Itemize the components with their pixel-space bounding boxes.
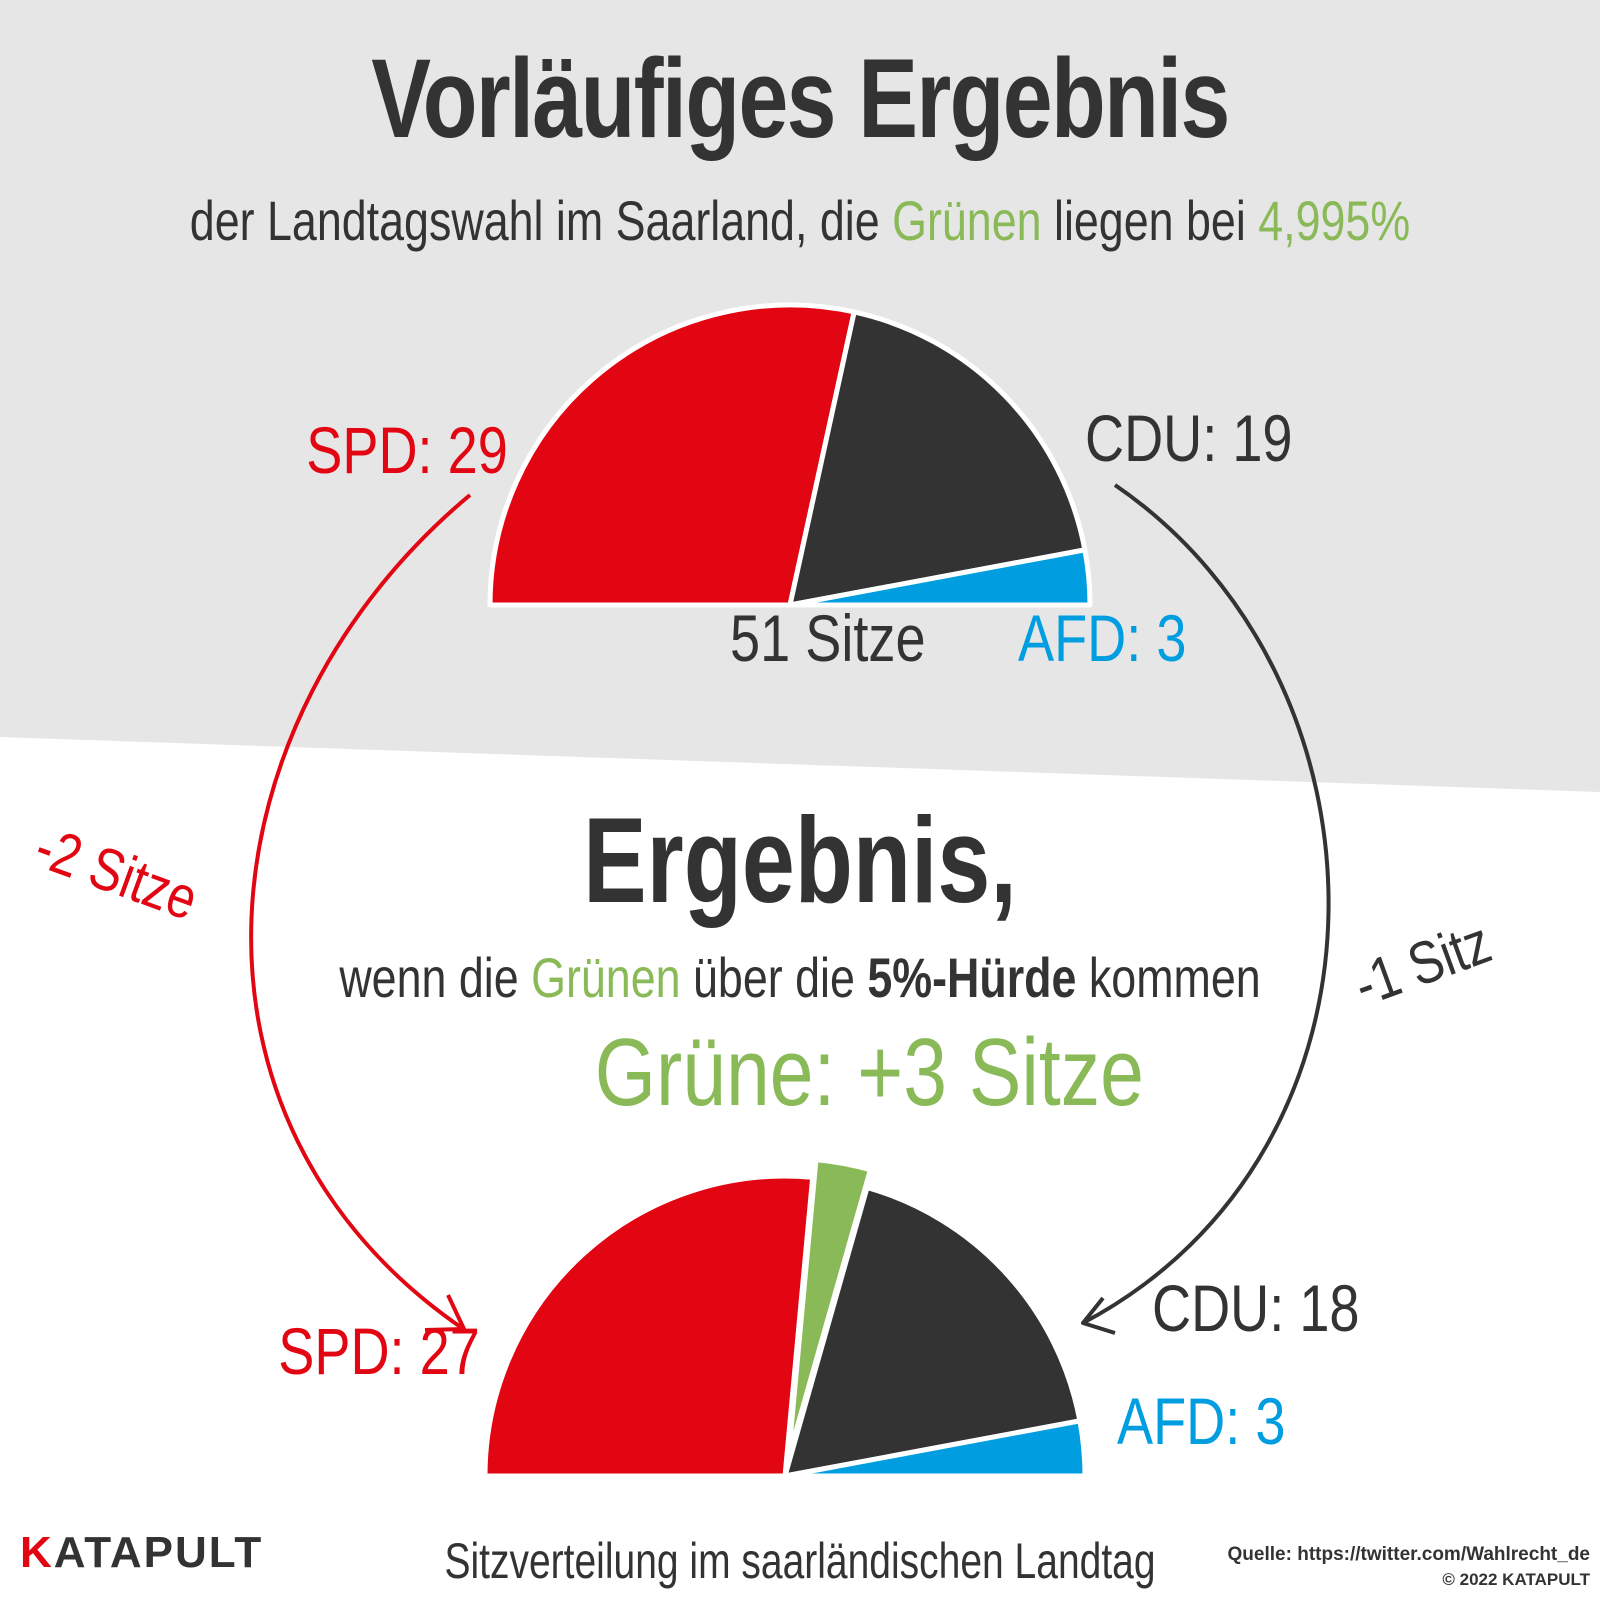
subtitle-percentage: 4,995% — [1258, 189, 1411, 252]
chart1-slice-afd — [787, 547, 1093, 608]
section2-subtitle-gruene: Grünen — [531, 946, 681, 1009]
page-subtitle: der Landtagswahl im Saarland, die Grünen… — [160, 188, 1440, 253]
cdu-change-arrow — [1082, 483, 1331, 1325]
chart2-spd-label: SPD: 27 — [278, 1314, 480, 1388]
logo-k: K — [20, 1528, 54, 1577]
section2-subtitle-end: kommen — [1076, 946, 1261, 1009]
section2-subtitle-threshold: 5%-Hürde — [867, 946, 1077, 1009]
section2-title: Ergebnis, — [583, 792, 1017, 928]
subtitle-gruene: Grünen — [892, 189, 1042, 252]
chart2-slice-cdu — [782, 1184, 1083, 1479]
chart2-afd-label: AFD: 3 — [1117, 1384, 1286, 1458]
spd-change-arrow — [249, 493, 472, 1330]
chart1-slice-cdu — [787, 309, 1088, 608]
section2-subtitle-text: wenn die — [339, 946, 532, 1009]
seat-chart-hypothetical — [482, 1157, 1088, 1479]
subtitle-mid: liegen bei — [1041, 189, 1259, 252]
chart2-cdu-label: CDU: 18 — [1152, 1271, 1360, 1345]
source-link[interactable]: Quelle: https://twitter.com/Wahlrecht_de — [1227, 1544, 1590, 1565]
copyright-notice: © 2022 KATAPULT — [1442, 1570, 1590, 1589]
chart1-afd-label: AFD: 3 — [1018, 601, 1187, 675]
chart1-cdu-label: CDU: 19 — [1085, 401, 1293, 475]
arrows — [249, 483, 1331, 1335]
chart2-slice-afd — [782, 1418, 1088, 1479]
gruene-gain-label: Grüne: +3 Sitze — [594, 1019, 1144, 1126]
chart1-slice-spd — [487, 302, 857, 608]
subtitle-text: der Landtagswahl im Saarland, die — [189, 189, 893, 252]
spd-arrowhead-icon — [424, 1294, 466, 1332]
section2-subtitle: wenn die Grünen über die 5%-Hürde kommen — [160, 945, 1440, 1010]
chart2-slice-spd — [482, 1173, 816, 1479]
logo-rest: ATAPULT — [53, 1528, 264, 1577]
page-title: Vorläufiges Ergebnis — [371, 36, 1230, 161]
chart1-spd-label: SPD: 29 — [306, 413, 508, 487]
katapult-logo: KATAPULT — [20, 1528, 263, 1578]
footer-caption: Sitzverteilung im saarländischen Landtag — [444, 1533, 1156, 1589]
cdu-arrowhead-icon — [1081, 1296, 1116, 1335]
section2-subtitle-mid: über die — [680, 946, 868, 1009]
seat-chart-preliminary — [487, 302, 1093, 608]
chart1-total-seats: 51 Sitze — [730, 601, 926, 675]
